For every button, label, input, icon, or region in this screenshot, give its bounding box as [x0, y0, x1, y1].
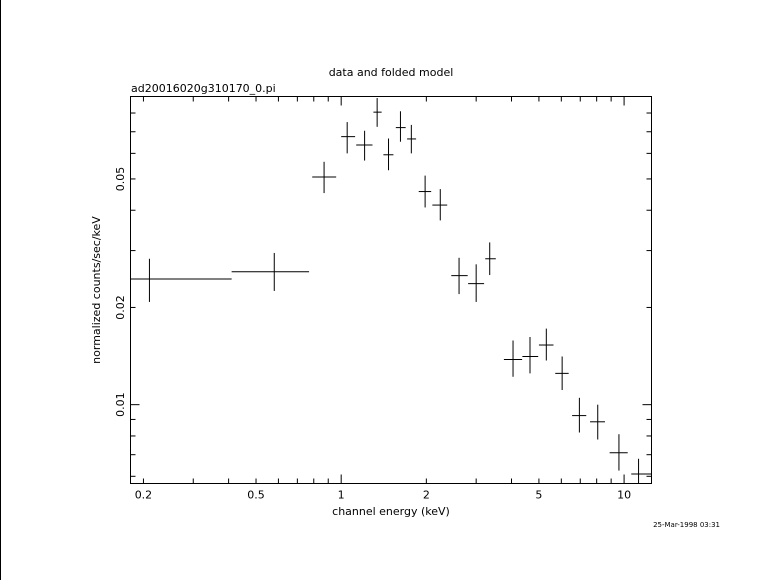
data-point [341, 122, 356, 154]
data-point [407, 124, 417, 154]
data-point [485, 242, 496, 276]
x-tick-label: 10 [617, 489, 631, 502]
chart-title: data and folded model [329, 66, 454, 79]
x-tick-label: 0.5 [247, 489, 265, 502]
data-point [468, 264, 485, 302]
x-axis-label: channel energy (keV) [332, 505, 450, 518]
data-point [503, 340, 523, 377]
y-axis-label: normalized counts/sec/keV [90, 216, 103, 364]
y-tick-labels: 0.01 0.02 0.05 [114, 167, 127, 417]
data-point [356, 130, 373, 161]
y-tick-label: 0.01 [114, 392, 127, 417]
x-tick-label: 0.2 [135, 489, 153, 502]
data-point [522, 337, 539, 374]
axis-ticks [130, 96, 652, 484]
data-point [312, 161, 337, 194]
x-tick-label: 1 [338, 489, 345, 502]
data-point [538, 328, 554, 361]
data-point [631, 458, 652, 484]
x-tick-label: 5 [535, 489, 542, 502]
data-point [555, 356, 569, 391]
data-point [432, 189, 448, 221]
x-tick-labels: 0.2 0.5 1 2 5 10 [135, 489, 631, 502]
y-tick-label: 0.02 [114, 295, 127, 320]
data-point [373, 98, 382, 127]
data-point [451, 257, 468, 295]
plot-frame [130, 96, 652, 484]
timestamp: 25-Mar-1998 03:31 [653, 521, 720, 529]
data-point [395, 111, 406, 142]
data-point [590, 404, 605, 440]
data-point [130, 258, 232, 302]
data-point [383, 138, 394, 171]
chart-subtitle: ad20016020g310170_0.pi [131, 82, 276, 95]
data-points [130, 98, 652, 484]
data-point [231, 252, 310, 291]
x-tick-label: 2 [423, 489, 430, 502]
data-point [609, 434, 628, 471]
data-point [572, 397, 587, 433]
data-point [418, 175, 432, 208]
y-tick-label: 0.05 [114, 167, 127, 192]
